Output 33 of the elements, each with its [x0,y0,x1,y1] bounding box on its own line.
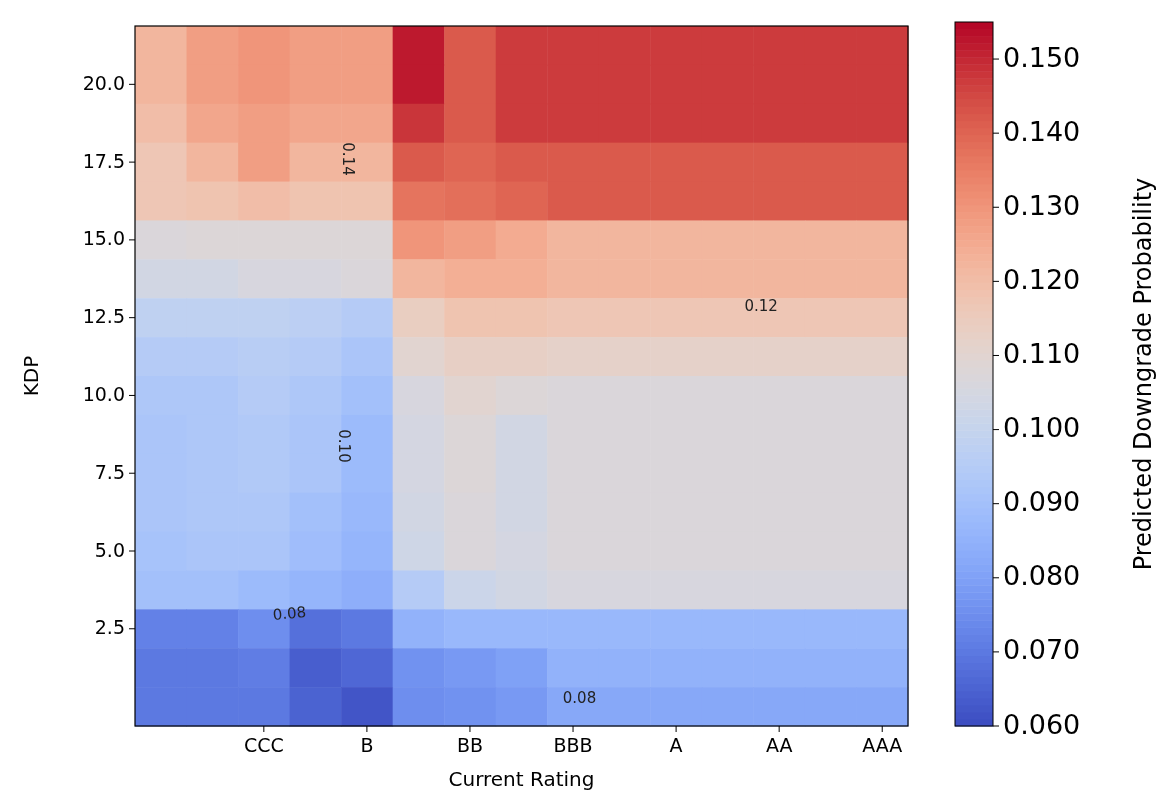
x-tick-label: AA [765,734,793,756]
y-tick-label: 7.5 [94,460,125,483]
y-tick-label: 15.0 [82,227,125,250]
annotation: 0.08 [272,603,307,624]
color-bar-label: 0.110 [1003,337,1081,369]
y-tick-label: 12.5 [82,305,125,328]
x-axis-title: Current Rating [448,767,595,791]
x-tick-label: A [669,734,683,756]
color-bar-label: 0.090 [1003,486,1081,518]
x-tick-label: AAA [862,734,903,756]
color-bar-label: 0.120 [1003,263,1081,295]
x-tick-label: B [360,734,374,756]
y-axis-title: KDP [19,355,43,397]
x-tick-label: BBB [553,734,593,756]
y-tick-label: 2.5 [94,616,125,639]
x-tick-label: BB [456,734,484,756]
color-bar-label: 0.150 [1003,41,1081,73]
color-bar-title: Predicted Downgrade Probability [1129,177,1157,571]
annotation: 0.08 [562,688,597,707]
y-tick-label: 17.5 [82,149,125,172]
color-bar-label: 0.130 [1003,189,1081,221]
annotation: 0.14 [339,142,358,176]
annotation: 0.10 [335,429,354,463]
color-bar-label: 0.100 [1003,412,1081,444]
y-tick-label: 20.0 [82,71,125,94]
annotation: 0.12 [744,296,778,315]
color-bar-label: 0.080 [1003,560,1081,592]
y-tick-label: 10.0 [82,382,125,405]
y-tick-label: 5.0 [94,538,125,561]
color-bar-label: 0.060 [1003,708,1081,740]
color-bar-label: 0.070 [1003,634,1081,666]
x-tick-label: CCC [243,734,284,756]
color-bar-label: 0.140 [1003,115,1081,147]
